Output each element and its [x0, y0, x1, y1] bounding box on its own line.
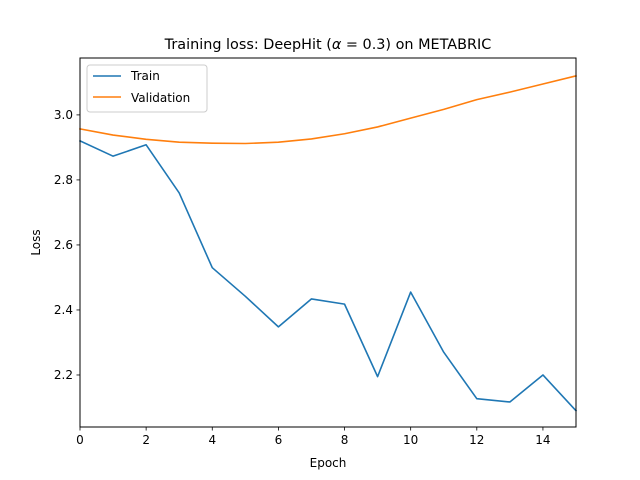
series-lines — [78, 74, 578, 412]
legend: Train Validation — [86, 64, 208, 113]
legend-label-train: Train — [130, 69, 160, 83]
chart-title: Training loss: DeepHit (α = 0.3) on META… — [164, 37, 492, 53]
x-tick-label: 2 — [142, 433, 150, 447]
x-tick-label: 8 — [341, 433, 349, 447]
y-tick-label: 3.0 — [54, 108, 73, 122]
axes-frame — [79, 57, 577, 428]
x-axis-label: Epoch — [310, 456, 347, 470]
y-axis-ticks: 2.2 2.4 2.6 2.8 3.0 — [54, 108, 80, 382]
legend-label-validation: Validation — [131, 91, 190, 105]
x-tick-label: 10 — [403, 433, 418, 447]
x-tick-label: 6 — [275, 433, 283, 447]
x-tick-label: 0 — [76, 433, 84, 447]
y-axis-label: Loss — [29, 229, 43, 255]
y-tick-label: 2.2 — [54, 368, 73, 382]
x-axis-ticks: 0 2 4 6 8 10 12 14 — [76, 427, 551, 447]
y-tick-label: 2.6 — [54, 238, 73, 252]
y-tick-label: 2.4 — [54, 303, 73, 317]
y-tick-label: 2.8 — [54, 173, 73, 187]
x-tick-label: 14 — [535, 433, 550, 447]
x-tick-label: 12 — [469, 433, 484, 447]
series-line-train — [78, 139, 578, 412]
x-tick-label: 4 — [208, 433, 216, 447]
series-line-validation — [79, 74, 577, 145]
